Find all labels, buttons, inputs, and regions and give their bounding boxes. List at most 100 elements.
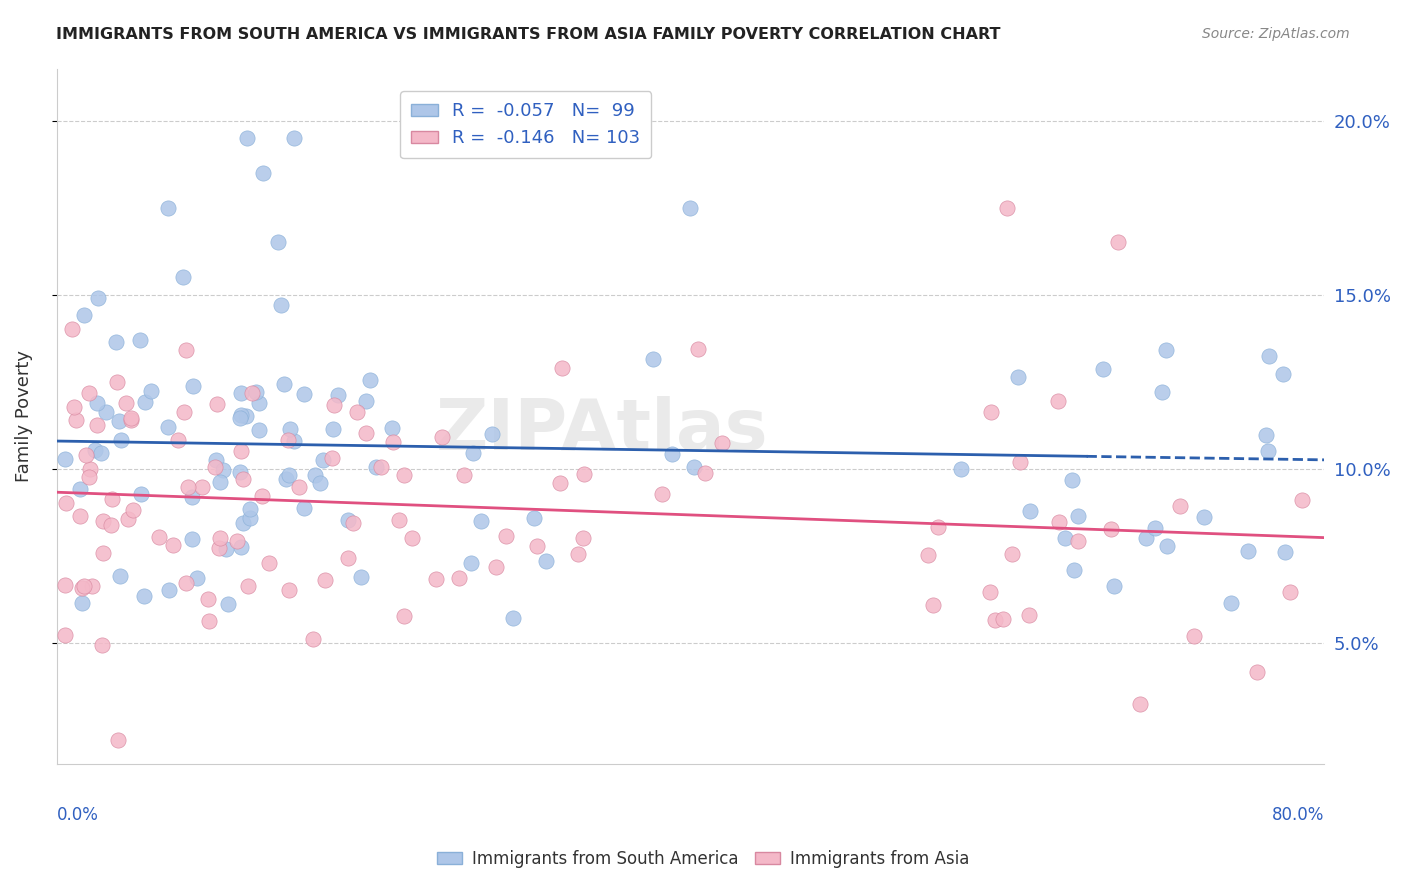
Point: [309, 476, 332, 491]
Point: [359, 373, 381, 387]
Point: [1092, 362, 1115, 376]
Point: [90, 638, 112, 652]
Point: [87, 291, 110, 305]
Point: [1047, 393, 1070, 408]
Point: [1274, 545, 1296, 559]
Point: [1018, 608, 1040, 623]
Point: [1279, 585, 1302, 599]
Point: [661, 447, 683, 461]
Point: [252, 489, 274, 503]
Text: 80.0%: 80.0%: [1272, 806, 1324, 824]
Point: [239, 510, 262, 524]
Point: [278, 422, 301, 436]
Point: [1001, 547, 1024, 561]
Point: [208, 541, 231, 556]
Point: [1102, 579, 1125, 593]
Point: [312, 453, 335, 467]
Point: [991, 612, 1014, 626]
Point: [526, 540, 548, 554]
Point: [110, 433, 132, 447]
Point: [485, 560, 508, 574]
Text: Source: ZipAtlas.com: Source: ZipAtlas.com: [1202, 27, 1350, 41]
Point: [229, 465, 252, 479]
Point: [641, 351, 664, 366]
Point: [162, 538, 184, 552]
Point: [156, 419, 179, 434]
Point: [198, 614, 221, 628]
Point: [381, 421, 404, 435]
Point: [226, 534, 249, 549]
Point: [980, 405, 1002, 419]
Point: [1156, 539, 1178, 553]
Point: [1047, 516, 1070, 530]
Point: [354, 425, 377, 440]
Point: [1018, 504, 1040, 518]
Point: [979, 585, 1001, 599]
Point: [460, 556, 482, 570]
Point: [77, 385, 100, 400]
Point: [449, 571, 471, 585]
Point: [354, 393, 377, 408]
Point: [121, 503, 143, 517]
Point: [401, 531, 423, 545]
Point: [129, 334, 152, 348]
Point: [148, 530, 170, 544]
Point: [314, 573, 336, 587]
Point: [1099, 522, 1122, 536]
Point: [247, 423, 270, 437]
Point: [91, 514, 114, 528]
Text: 0.0%: 0.0%: [56, 806, 98, 824]
Point: [247, 395, 270, 409]
Point: [523, 510, 546, 524]
Point: [215, 541, 238, 556]
Point: [364, 459, 387, 474]
Point: [322, 422, 344, 436]
Point: [277, 582, 299, 597]
Point: [1060, 473, 1083, 487]
Point: [117, 512, 139, 526]
Point: [392, 608, 415, 623]
Point: [191, 481, 214, 495]
Point: [995, 201, 1018, 215]
Point: [197, 592, 219, 607]
Point: [141, 384, 163, 398]
Legend: Immigrants from South America, Immigrants from Asia: Immigrants from South America, Immigrant…: [430, 844, 976, 875]
Point: [252, 166, 274, 180]
Point: [1152, 384, 1174, 399]
Point: [984, 613, 1007, 627]
Point: [1107, 235, 1129, 250]
Point: [257, 557, 280, 571]
Point: [131, 487, 153, 501]
Point: [186, 571, 208, 585]
Point: [77, 470, 100, 484]
Point: [688, 342, 710, 356]
Point: [481, 427, 503, 442]
Point: [927, 520, 949, 534]
Point: [176, 343, 198, 358]
Point: [86, 417, 108, 432]
Point: [90, 446, 112, 460]
Point: [1129, 697, 1152, 711]
Point: [209, 475, 232, 489]
Point: [551, 361, 574, 376]
Point: [84, 443, 107, 458]
Point: [711, 436, 734, 450]
Point: [1219, 596, 1241, 610]
Point: [157, 582, 180, 597]
Point: [82, 578, 104, 592]
Point: [73, 579, 96, 593]
Point: [239, 502, 262, 516]
Point: [75, 448, 97, 462]
Point: [204, 459, 226, 474]
Point: [108, 414, 131, 428]
Point: [679, 201, 702, 215]
Point: [267, 235, 290, 250]
Point: [177, 480, 200, 494]
Point: [1010, 455, 1032, 469]
Point: [336, 513, 359, 527]
Point: [181, 379, 204, 393]
Point: [114, 396, 136, 410]
Point: [1246, 665, 1268, 679]
Point: [682, 459, 704, 474]
Point: [236, 131, 259, 145]
